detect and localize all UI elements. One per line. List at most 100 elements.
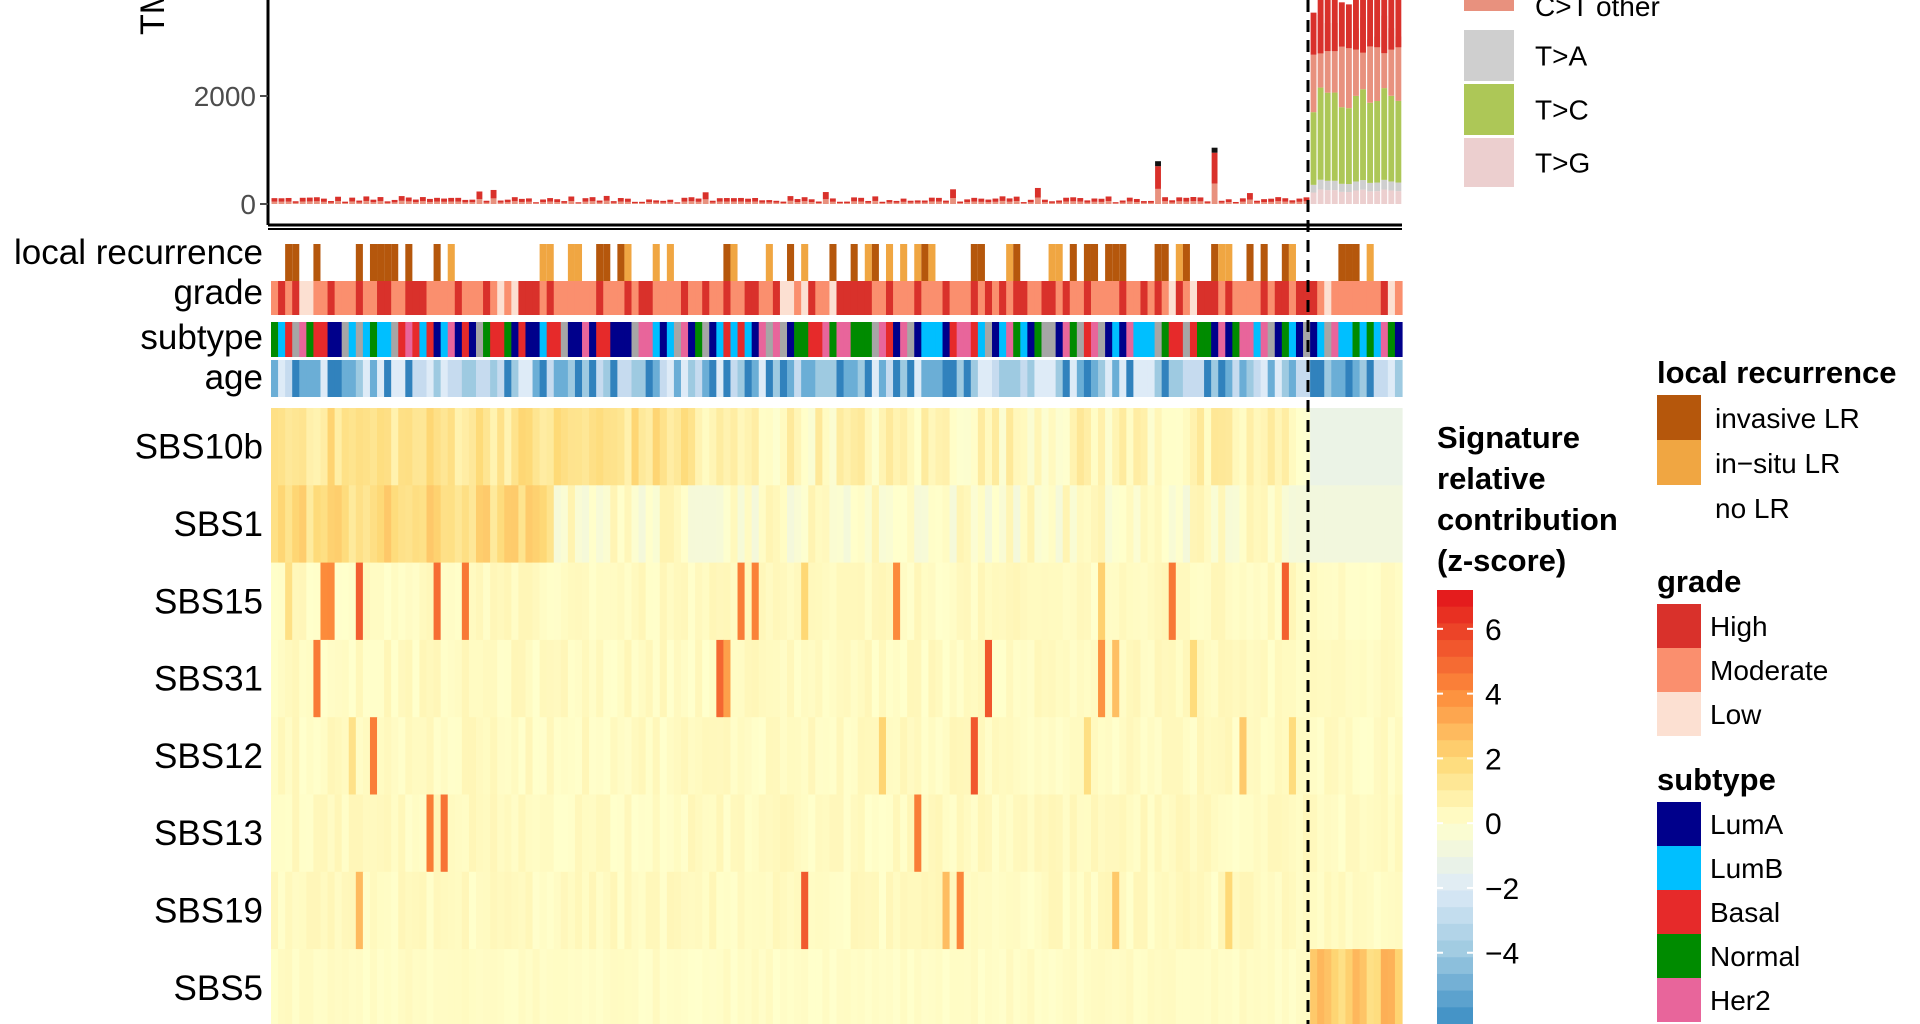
subtype-cell	[857, 322, 866, 357]
heatmap-cell	[758, 871, 767, 950]
tmb-bar-segment	[1303, 201, 1310, 204]
tmb-bar-segment	[801, 201, 808, 204]
subtype-cell	[970, 322, 979, 357]
tmb-bar-segment	[306, 201, 313, 204]
heatmap-cell	[1211, 639, 1219, 718]
subtype-cell	[949, 322, 958, 357]
heatmap-cell	[1317, 871, 1325, 950]
heatmap-cell	[1352, 562, 1361, 641]
heatmap-cell	[864, 871, 873, 950]
heatmap-cell	[765, 717, 774, 795]
heatmap-cell	[992, 794, 1000, 873]
grade-cell	[1310, 281, 1318, 315]
heatmap-cell	[702, 562, 710, 641]
tmb-bar-segment	[1268, 201, 1275, 204]
heatmap-cell	[645, 485, 654, 563]
heatmap-cell	[688, 949, 696, 1024]
grade-cell	[1105, 281, 1113, 315]
age-cell	[1133, 360, 1142, 397]
heatmap-cell	[1387, 871, 1396, 950]
heatmap-cell	[391, 562, 399, 641]
heatmap-cell	[1331, 949, 1339, 1024]
heatmap-cell	[815, 871, 823, 950]
tmb-bar-segment	[829, 201, 836, 204]
heatmap-cell	[398, 717, 406, 795]
tmb-bar-segment	[504, 199, 511, 203]
heatmap-cell	[1140, 717, 1149, 795]
age-cell	[589, 360, 597, 397]
age-cell	[1295, 360, 1304, 397]
heatmap-cell	[475, 871, 484, 950]
heatmap-cell	[468, 949, 477, 1024]
heatmap-cell	[624, 717, 633, 795]
tmb-bar-segment	[1112, 202, 1119, 204]
age-cell	[567, 360, 576, 397]
heatmap-cell	[737, 639, 746, 718]
grade-cell	[369, 281, 378, 315]
tmb-bar-segment	[646, 202, 653, 204]
heatmap-cell	[992, 562, 1000, 641]
grade-cell	[1006, 281, 1014, 315]
tmb-bar-segment	[427, 198, 433, 202]
heatmap-cell	[362, 639, 371, 718]
tmb-bar-segment	[978, 201, 985, 204]
heatmap-cell	[942, 871, 951, 950]
heatmap-cell	[829, 949, 838, 1024]
tmb-bar-segment	[335, 196, 341, 202]
heatmap-cell	[666, 949, 675, 1024]
heatmap-cell	[454, 949, 463, 1024]
age-cell	[1253, 360, 1262, 397]
tmb-bar-segment	[391, 199, 398, 203]
subtype-cell	[483, 322, 491, 357]
tmb-bar-segment	[1381, 88, 1388, 180]
heatmap-cell	[539, 562, 548, 641]
heatmap-cell	[751, 639, 760, 718]
subtype-cell	[560, 322, 569, 357]
tmb-bar-segment	[992, 198, 999, 202]
local-recurrence-cell	[723, 244, 731, 282]
grade-cell	[751, 281, 760, 315]
heatmap-cell	[666, 485, 675, 563]
grade-cell	[829, 281, 838, 315]
tmb-bar-segment	[1345, 108, 1352, 185]
grade-cell	[885, 281, 894, 315]
age-cell	[992, 360, 1000, 397]
heatmap-cell	[299, 717, 307, 795]
heatmap-cell	[914, 717, 922, 795]
heatmap-cell	[1126, 408, 1134, 486]
heatmap-cell	[723, 717, 732, 795]
grade-cell	[1253, 281, 1262, 315]
heatmap-cell	[1090, 408, 1099, 486]
age-cell	[306, 360, 315, 397]
age-cell	[518, 360, 527, 397]
legend-label: Low	[1710, 699, 1762, 730]
heatmap-cell	[864, 717, 873, 795]
tmb-bar-segment	[1176, 197, 1183, 202]
age-cell	[942, 360, 951, 397]
subtype-cell	[440, 322, 449, 357]
heatmap-cell	[1324, 562, 1332, 641]
heatmap-cell	[1260, 639, 1269, 718]
heatmap-cell	[730, 562, 739, 641]
tmb-bar-segment	[1360, 89, 1366, 181]
age-cell	[525, 360, 534, 397]
tmb-bar-segment	[1303, 197, 1310, 202]
tmb-bar-segment	[1126, 197, 1133, 202]
tmb-axis-label: TM	[134, 0, 172, 35]
colorbar-tick-label: 0	[1485, 808, 1502, 841]
heatmap-cell	[1006, 717, 1014, 795]
heatmap-cell	[688, 639, 696, 718]
local-recurrence-cell	[900, 244, 908, 282]
heatmap-cell	[1048, 717, 1057, 795]
grade-cell	[624, 281, 633, 315]
age-cell	[1168, 360, 1177, 397]
age-cell	[751, 360, 760, 397]
grade-cell	[779, 281, 788, 315]
heatmap-cell	[292, 408, 300, 486]
heatmap-cell	[871, 639, 880, 718]
heatmap-cell	[779, 949, 788, 1024]
subtype-cell	[1006, 322, 1014, 357]
local-recurrence-cell	[292, 244, 300, 282]
local-recurrence-cell	[652, 244, 660, 282]
heatmap-cell	[794, 717, 802, 795]
